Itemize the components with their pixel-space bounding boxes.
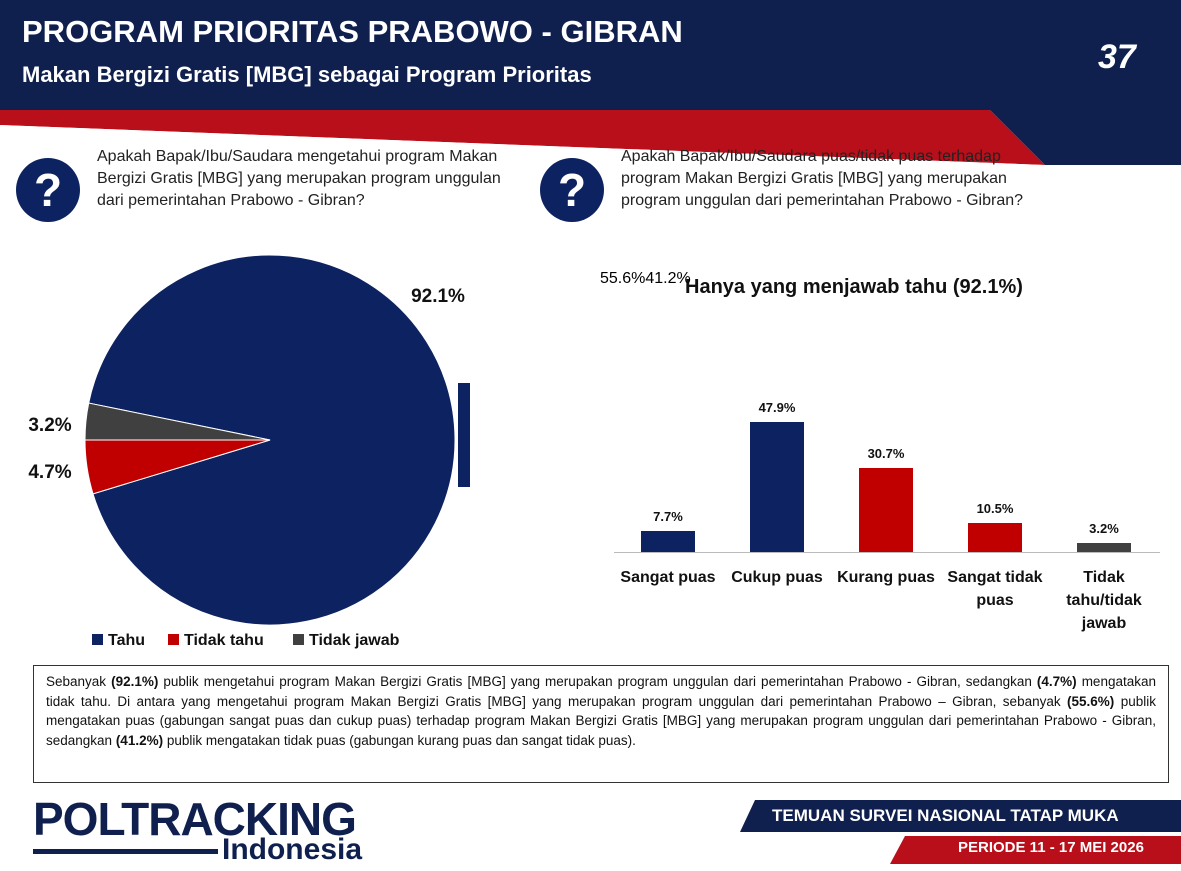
bar-chart: Hanya yang menjawab tahu (92.1%) 7.7% Sang… — [600, 270, 1181, 650]
x-tick-label: Kurang puas — [837, 569, 935, 586]
summary-emphasis: (92.1%) — [111, 674, 159, 689]
bar — [641, 531, 695, 552]
pie-slice — [84, 402, 271, 441]
question-icon: ? — [540, 158, 604, 222]
legend-swatch — [293, 634, 304, 645]
footer-bands — [740, 800, 1181, 864]
data-label: 4.7% — [28, 462, 71, 483]
summary-emphasis: (55.6%) — [1067, 693, 1115, 709]
bar — [859, 468, 913, 552]
summary-box: Sebanyak (92.1%) publik mengetahui progr… — [33, 665, 1169, 783]
data-label: 92.1% — [411, 286, 465, 307]
pie-slice — [88, 254, 456, 626]
arrow — [458, 383, 470, 487]
legend-swatch — [92, 634, 103, 645]
data-label: 30.7% — [867, 446, 905, 462]
x-tick-label: Sangat puas — [620, 569, 716, 586]
x-tick-label: Sangat tidak puas — [947, 569, 1043, 609]
legend-label: Tidak jawab — [309, 632, 400, 649]
question-icon: ? — [16, 158, 80, 222]
question: Apakah Bapak/Ibu/Saudara mengetahui prog… — [97, 148, 501, 209]
title: PROGRAM PRIORITAS PRABOWO - GIBRAN — [22, 14, 683, 49]
bar-title: Hanya yang menjawab tahu (92.1%) — [685, 276, 1023, 298]
x-tick-label: Cukup puas — [731, 569, 823, 586]
bar — [1077, 543, 1131, 552]
legend-swatch — [168, 634, 179, 645]
annotation: 41.2% — [645, 270, 691, 287]
summary-text: Sebanyak — [46, 674, 112, 689]
bar — [750, 421, 804, 552]
legend-label: Tahu — [108, 632, 145, 649]
bar — [968, 523, 1022, 552]
x-tick-label: Tidak tahu/tidak jawab — [1066, 569, 1142, 632]
header-bg — [0, 0, 1181, 165]
question: Apakah Bapak/Ibu/Saudara puas/tidak puas… — [621, 148, 1024, 209]
data-label: 7.7% — [653, 509, 683, 525]
logo-sub: Indonesia — [222, 833, 363, 866]
data-label: 3.2% — [28, 415, 71, 436]
subtitle: Makan Bergizi Gratis [MBG] sebagai Progr… — [22, 62, 592, 87]
survey-label: TEMUAN SURVEI NASIONAL TATAP MUKA — [772, 806, 1119, 825]
baseline — [614, 552, 1160, 553]
brackets: 55.6%41.2% — [600, 270, 691, 288]
period-label: PERIODE 11 - 17 MEI 2026 — [958, 839, 1144, 856]
summary-text: publik mengatakan puas (gabungan sangat … — [46, 693, 1157, 748]
page-number: 37 — [1098, 38, 1136, 76]
data-label: 3.2% — [1089, 521, 1119, 537]
summary-emphasis: (41.2%) — [115, 732, 164, 748]
summary-text: publik mengetahui program Makan Bergizi … — [158, 674, 1037, 689]
logo-rule — [33, 849, 218, 854]
annotation: 55.6% — [600, 270, 646, 287]
logo: POLTRACKING — [33, 793, 357, 845]
summary-text: publik mengatakan tidak puas (gabungan k… — [163, 732, 636, 748]
legend-label: Tidak tahu — [184, 632, 264, 649]
data-label: 47.9% — [758, 399, 796, 415]
summary-emphasis: (4.7%) — [1036, 674, 1077, 689]
data-label: 10.5% — [976, 501, 1014, 517]
summary-text: mengatakan tidak tahu. Di antara yang me… — [46, 674, 1156, 709]
pie-chart: 92.1% 4.7% 3.2% Tahu Tidak tahu Tidak jawab — [28, 254, 470, 649]
